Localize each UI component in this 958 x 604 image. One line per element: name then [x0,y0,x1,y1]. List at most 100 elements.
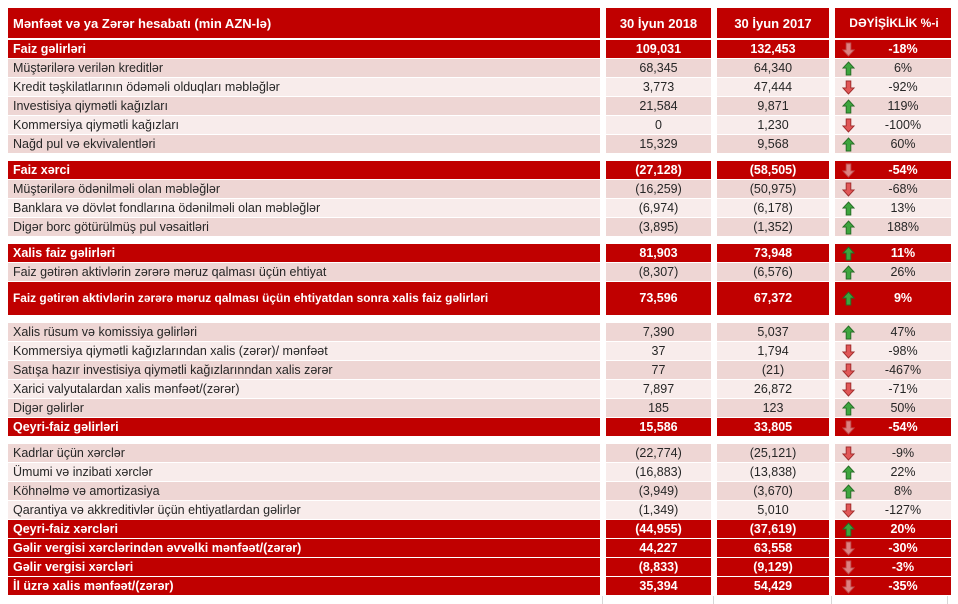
table-row: Nağd pul və ekvivalentləri 15,329 9,568 … [8,135,951,153]
value-2018: 109,031 [606,40,711,58]
value-2017: 123 [717,399,829,417]
value-2018: 15,586 [606,418,711,436]
value-2018: 21,584 [606,97,711,115]
change-cell: -92% [835,78,951,96]
row-label: Xalis faiz gəlirləri [8,244,600,262]
table-row: Gəlir vergisi xərcləri (8,833) (9,129) -… [8,558,951,576]
change-cell: -100% [835,116,951,134]
table-row: Kredit təşkilatlarının ödəməli olduqları… [8,78,951,96]
change-cell: -9% [835,444,951,462]
column-header-2017: 30 İyun 2017 [717,8,829,38]
arrow-up-icon [842,483,855,498]
row-label: Köhnəlmə və amortizasiya [8,482,600,500]
value-2018: (8,833) [606,558,711,576]
value-2018: 68,345 [606,59,711,77]
row-label: Kommersiya qiymətli kağızları [8,116,600,134]
row-label: Qarantiya və akkreditivlər üçün ehtiyatl… [8,501,600,519]
value-2018: 3,773 [606,78,711,96]
table-row: İl üzrə xalis mənfəət/(zərər) 35,394 54,… [8,577,951,595]
value-2018: 7,897 [606,380,711,398]
column-header-change: DƏYİŞİKLİK %-i [835,8,951,38]
change-value: 47% [890,324,916,339]
row-label: Gəlir vergisi xərcləri [8,558,600,576]
value-2017: (37,619) [717,520,829,538]
spacer-row [8,437,951,443]
change-cell: -98% [835,342,951,360]
value-2017: 47,444 [717,78,829,96]
change-cell: -30% [835,539,951,557]
arrow-up-icon [842,291,855,306]
change-cell: -54% [835,418,951,436]
change-cell: -127% [835,501,951,519]
arrow-down-icon [842,560,855,575]
value-2018: (44,955) [606,520,711,538]
change-value: 6% [893,60,913,75]
change-cell: -35% [835,577,951,595]
value-2018: 185 [606,399,711,417]
table-header-row: Mənfəət və ya Zərər hesabatı (min AZN-lə… [8,8,951,38]
row-label: Ümumi və inzibati xərclər [8,463,600,481]
change-cell: 20% [835,520,951,538]
arrow-down-icon [842,42,855,57]
value-2018: 44,227 [606,539,711,557]
change-value: 26% [890,264,916,279]
arrow-up-icon [842,60,855,75]
value-2018: 0 [606,116,711,134]
value-2017: (13,838) [717,463,829,481]
row-label: Kredit təşkilatlarının ödəməli olduqları… [8,78,600,96]
change-value: -100% [884,117,922,132]
change-cell: -71% [835,380,951,398]
value-2018: 37 [606,342,711,360]
change-cell: -3% [835,558,951,576]
arrow-down-icon [842,163,855,178]
value-2017: 1,230 [717,116,829,134]
arrow-up-icon [842,521,855,536]
table-row: Müştərilərə verilən kreditlər 68,345 64,… [8,59,951,77]
row-label: Investisiya qiymətli kağızları [8,97,600,115]
value-2018: (3,895) [606,218,711,236]
sheet-gridline-stubs [8,596,951,604]
table-row: Xalis faiz gəlirləri 81,903 73,948 11% [8,244,951,262]
change-cell: 47% [835,323,951,341]
value-2018: (6,974) [606,199,711,217]
arrow-down-icon [842,420,855,435]
table-row: Köhnəlmə və amortizasiya (3,949) (3,670)… [8,482,951,500]
arrow-up-icon [842,219,855,234]
arrow-up-icon [842,98,855,113]
change-cell: -18% [835,40,951,58]
change-value: 9% [893,291,913,306]
change-cell: 11% [835,244,951,262]
value-2017: (6,178) [717,199,829,217]
arrow-down-icon [842,80,855,95]
row-label: İl üzrə xalis mənfəət/(zərər) [8,577,600,595]
value-2018: (1,349) [606,501,711,519]
change-value: 11% [890,245,916,260]
value-2017: 132,453 [717,40,829,58]
value-2017: 9,871 [717,97,829,115]
row-label: Nağd pul və ekvivalentləri [8,135,600,153]
row-label: Faiz gəlirləri [8,40,600,58]
change-value: -98% [888,343,918,358]
value-2018: 77 [606,361,711,379]
change-cell: -54% [835,161,951,179]
value-2017: 9,568 [717,135,829,153]
arrow-down-icon [842,182,855,197]
change-value: -54% [888,419,918,434]
value-2018: 81,903 [606,244,711,262]
table-row: Qeyri-faiz xərcləri (44,955) (37,619) 20… [8,520,951,538]
change-value: 8% [893,483,913,498]
arrow-down-icon [842,541,855,556]
spacer-row [8,237,951,243]
table-row: Kommersiya qiymətli kağızları 0 1,230 -1… [8,116,951,134]
value-2017: 54,429 [717,577,829,595]
table-row: Kadrlar üçün xərclər (22,774) (25,121) -… [8,444,951,462]
spacer-row [8,316,951,322]
value-2017: (1,352) [717,218,829,236]
change-cell: 6% [835,59,951,77]
value-2018: (16,883) [606,463,711,481]
value-2018: 7,390 [606,323,711,341]
row-label: Banklara və dövlət fondlarına ödənilməli… [8,199,600,217]
row-label: Digər borc götürülmüş pul vəsaitləri [8,218,600,236]
table-row: Kommersiya qiymətli kağızlarından xalis … [8,342,951,360]
change-value: 20% [890,521,916,536]
